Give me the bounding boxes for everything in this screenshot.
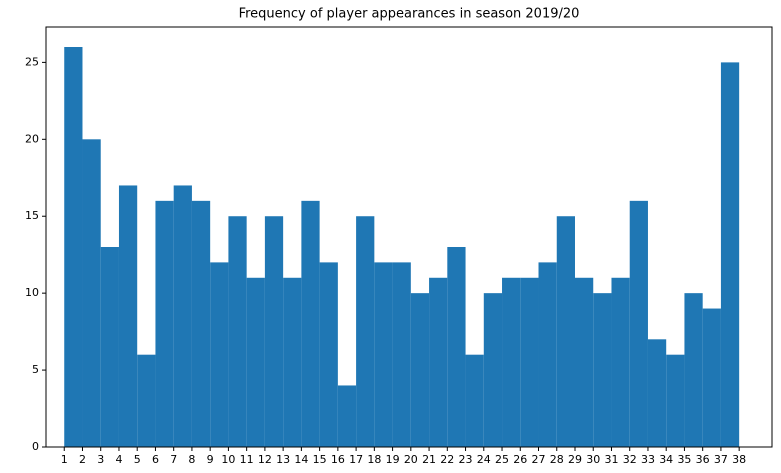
bar (356, 216, 375, 447)
bar (374, 262, 393, 447)
bar (100, 247, 119, 447)
x-tick-label: 32 (623, 453, 637, 466)
y-tick-label: 20 (25, 132, 39, 145)
bar (319, 262, 338, 447)
bar (520, 277, 539, 447)
bar (228, 216, 247, 447)
x-tick-label: 11 (240, 453, 254, 466)
x-tick-label: 3 (97, 453, 104, 466)
x-tick-label: 13 (276, 453, 290, 466)
x-tick-label: 28 (550, 453, 564, 466)
bar (702, 308, 721, 447)
x-tick-label: 17 (349, 453, 363, 466)
x-tick-label: 37 (714, 453, 728, 466)
y-tick-label: 10 (25, 286, 39, 299)
x-tick-label: 8 (188, 453, 195, 466)
x-tick-label: 35 (677, 453, 691, 466)
bar (82, 139, 101, 448)
bar (502, 277, 521, 447)
y-tick-label: 0 (32, 440, 39, 453)
bar (155, 200, 174, 447)
bar (629, 200, 648, 447)
x-tick-label: 9 (207, 453, 214, 466)
bar (647, 339, 667, 447)
x-tick-label: 7 (170, 453, 177, 466)
bar (684, 293, 703, 447)
bar (556, 216, 575, 447)
y-tick-label: 15 (25, 209, 39, 222)
bar (137, 354, 156, 447)
axes-frame (45, 26, 773, 448)
bar (410, 293, 430, 447)
x-tick-label: 23 (459, 453, 473, 466)
bar (720, 62, 740, 448)
x-tick-label: 15 (313, 453, 327, 466)
bar (210, 262, 229, 447)
x-tick-label: 22 (440, 453, 454, 466)
bar (264, 216, 284, 447)
x-tick-label: 34 (659, 453, 673, 466)
bar (118, 185, 138, 447)
bar (538, 262, 557, 447)
x-tick-label: 27 (532, 453, 546, 466)
bar (574, 277, 594, 447)
x-tick-label: 1 (61, 453, 68, 466)
bar (465, 354, 484, 447)
bar (447, 247, 466, 447)
y-tick-label: 5 (32, 363, 39, 376)
x-tick-label: 5 (134, 453, 141, 466)
x-tick-label: 31 (604, 453, 618, 466)
x-tick-label: 12 (258, 453, 272, 466)
bar (611, 277, 630, 447)
y-tick-label: 25 (25, 55, 39, 68)
x-tick-label: 16 (331, 453, 345, 466)
bar (337, 385, 357, 447)
x-tick-label: 33 (641, 453, 655, 466)
x-tick-label: 38 (732, 453, 746, 466)
bar (64, 47, 83, 447)
bar (191, 200, 211, 447)
chart-title: Frequency of player appearances in seaso… (239, 7, 580, 22)
x-tick-label: 36 (696, 453, 710, 466)
x-tick-label: 10 (221, 453, 235, 466)
bar (666, 354, 685, 447)
x-tick-label: 30 (586, 453, 600, 466)
bar (483, 293, 503, 447)
x-tick-label: 2 (79, 453, 86, 466)
x-tick-label: 4 (115, 453, 122, 466)
x-tick-label: 19 (386, 453, 400, 466)
x-tick-label: 26 (513, 453, 527, 466)
x-tick-label: 18 (367, 453, 381, 466)
bar (246, 277, 265, 447)
x-tick-label: 29 (568, 453, 582, 466)
bar (173, 185, 192, 447)
x-tick-label: 6 (152, 453, 159, 466)
bar (301, 200, 320, 447)
bar (392, 262, 411, 447)
x-tick-label: 20 (404, 453, 418, 466)
bar (593, 293, 612, 447)
x-tick-label: 14 (294, 453, 308, 466)
x-tick-label: 21 (422, 453, 436, 466)
bar (429, 277, 448, 447)
x-tick-label: 25 (495, 453, 509, 466)
bar (283, 277, 302, 447)
x-tick-label: 24 (477, 453, 491, 466)
